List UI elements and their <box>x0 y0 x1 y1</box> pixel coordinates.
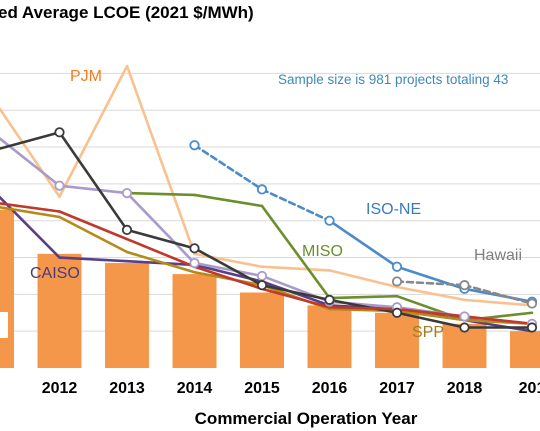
series-line-segment <box>328 219 399 269</box>
series-marker <box>189 257 200 269</box>
series-marker <box>256 280 268 291</box>
series-line-segment <box>395 311 466 329</box>
x-tick-2012: 2012 <box>42 380 78 397</box>
series-marker <box>54 127 65 138</box>
series-line-segment <box>395 309 466 322</box>
series-line-segment <box>193 193 264 208</box>
series-line-segment <box>395 265 466 291</box>
series-line-segment <box>328 298 399 315</box>
series-marker <box>121 224 133 236</box>
bar-2012 <box>37 253 82 368</box>
bar-2017 <box>375 312 419 368</box>
series-line-segment <box>260 204 331 300</box>
series-line-segment <box>328 294 399 300</box>
series-line-segment <box>260 287 331 309</box>
x-axis-label: Commercial Operation Year <box>195 409 418 428</box>
x-tick-2015: 2015 <box>244 380 280 397</box>
series-label-miso: MISO <box>302 243 343 260</box>
bar-inset <box>0 312 8 338</box>
series-line-segment <box>193 143 264 191</box>
series-line-segment <box>328 305 399 311</box>
series-marker <box>459 311 470 322</box>
bar-2014 <box>172 274 217 368</box>
series-line-segment <box>125 250 196 274</box>
x-tick-201: 201 <box>519 380 540 397</box>
series-marker <box>189 243 200 254</box>
series-line-segment <box>260 265 331 272</box>
x-tick-2017: 2017 <box>379 380 415 397</box>
line-series <box>0 64 534 333</box>
series-marker <box>391 261 403 272</box>
series-labels: PJM ISO-NE MISO Hawaii CAISO SPP <box>30 68 522 341</box>
series-line-segment <box>260 188 331 223</box>
series-line-segment <box>463 283 534 305</box>
bar-1 <box>0 209 14 368</box>
series-line-segment <box>0 137 61 188</box>
series-marker <box>459 322 470 333</box>
series-label-pjm: PJM <box>70 68 102 85</box>
x-tick-labels: 12012201320142015201620172018201 <box>42 380 540 397</box>
series-line-segment <box>125 64 196 256</box>
series-marker <box>459 280 470 291</box>
series-line-segment <box>193 261 264 278</box>
series-marker <box>189 140 200 151</box>
series-marker <box>526 298 538 309</box>
series-line-segment <box>125 228 196 250</box>
series-label-spp: SPP <box>412 324 444 341</box>
series-line-segment <box>0 205 61 219</box>
series-label-hawaii: Hawaii <box>474 247 522 264</box>
series-line-segment <box>125 191 196 265</box>
series-line-segment <box>260 283 331 302</box>
series-line-segment <box>58 64 129 199</box>
series-line-segment <box>463 315 534 326</box>
series-marker <box>526 322 538 333</box>
bar-2013 <box>105 263 149 368</box>
x-tick-2013: 2013 <box>109 380 145 397</box>
series-line-segment <box>125 237 196 269</box>
series-line-segment <box>395 280 466 287</box>
series-line-segment <box>0 106 61 199</box>
series-line-segment <box>58 131 129 232</box>
series-label-iso-ne: ISO-NE <box>366 201 421 218</box>
series-line-segment <box>193 265 264 291</box>
series-line-segment <box>463 298 534 307</box>
sample-size-note: Sample size is 981 projects totaling 43 <box>278 72 508 87</box>
series-marker <box>391 276 403 287</box>
series-marker <box>121 187 133 199</box>
series-line-segment <box>125 191 196 197</box>
series-line-segment <box>0 131 61 150</box>
series-line-segment <box>58 215 129 254</box>
series-marker <box>54 180 65 191</box>
series-marker <box>256 184 268 195</box>
series-line-segment <box>58 210 129 241</box>
series-line-segment <box>58 256 129 263</box>
series-line-segment <box>395 307 466 318</box>
x-tick-2014: 2014 <box>177 380 213 397</box>
series-label-caiso: CAISO <box>30 265 80 282</box>
line-markers <box>54 127 538 333</box>
gridlines <box>0 72 540 332</box>
bar-2016 <box>307 305 352 368</box>
bar-201 <box>510 331 540 368</box>
series-line-segment <box>193 247 264 287</box>
series-line-segment <box>193 252 264 269</box>
series-marker <box>324 294 335 305</box>
series-line-segment <box>395 285 466 302</box>
bar-2015 <box>240 292 284 368</box>
series-line-segment <box>0 195 61 259</box>
series-marker <box>324 215 335 226</box>
chart-title: ed Average LCOE (2021 $/MWh) <box>0 3 254 22</box>
series-line-segment <box>0 202 61 213</box>
x-tick-2018: 2018 <box>447 380 483 397</box>
bar-series <box>0 209 540 368</box>
series-marker <box>391 307 403 318</box>
series-line-segment <box>328 269 399 289</box>
series-line-segment <box>58 184 129 195</box>
x-tick-2016: 2016 <box>312 380 348 397</box>
series-marker <box>256 270 268 282</box>
